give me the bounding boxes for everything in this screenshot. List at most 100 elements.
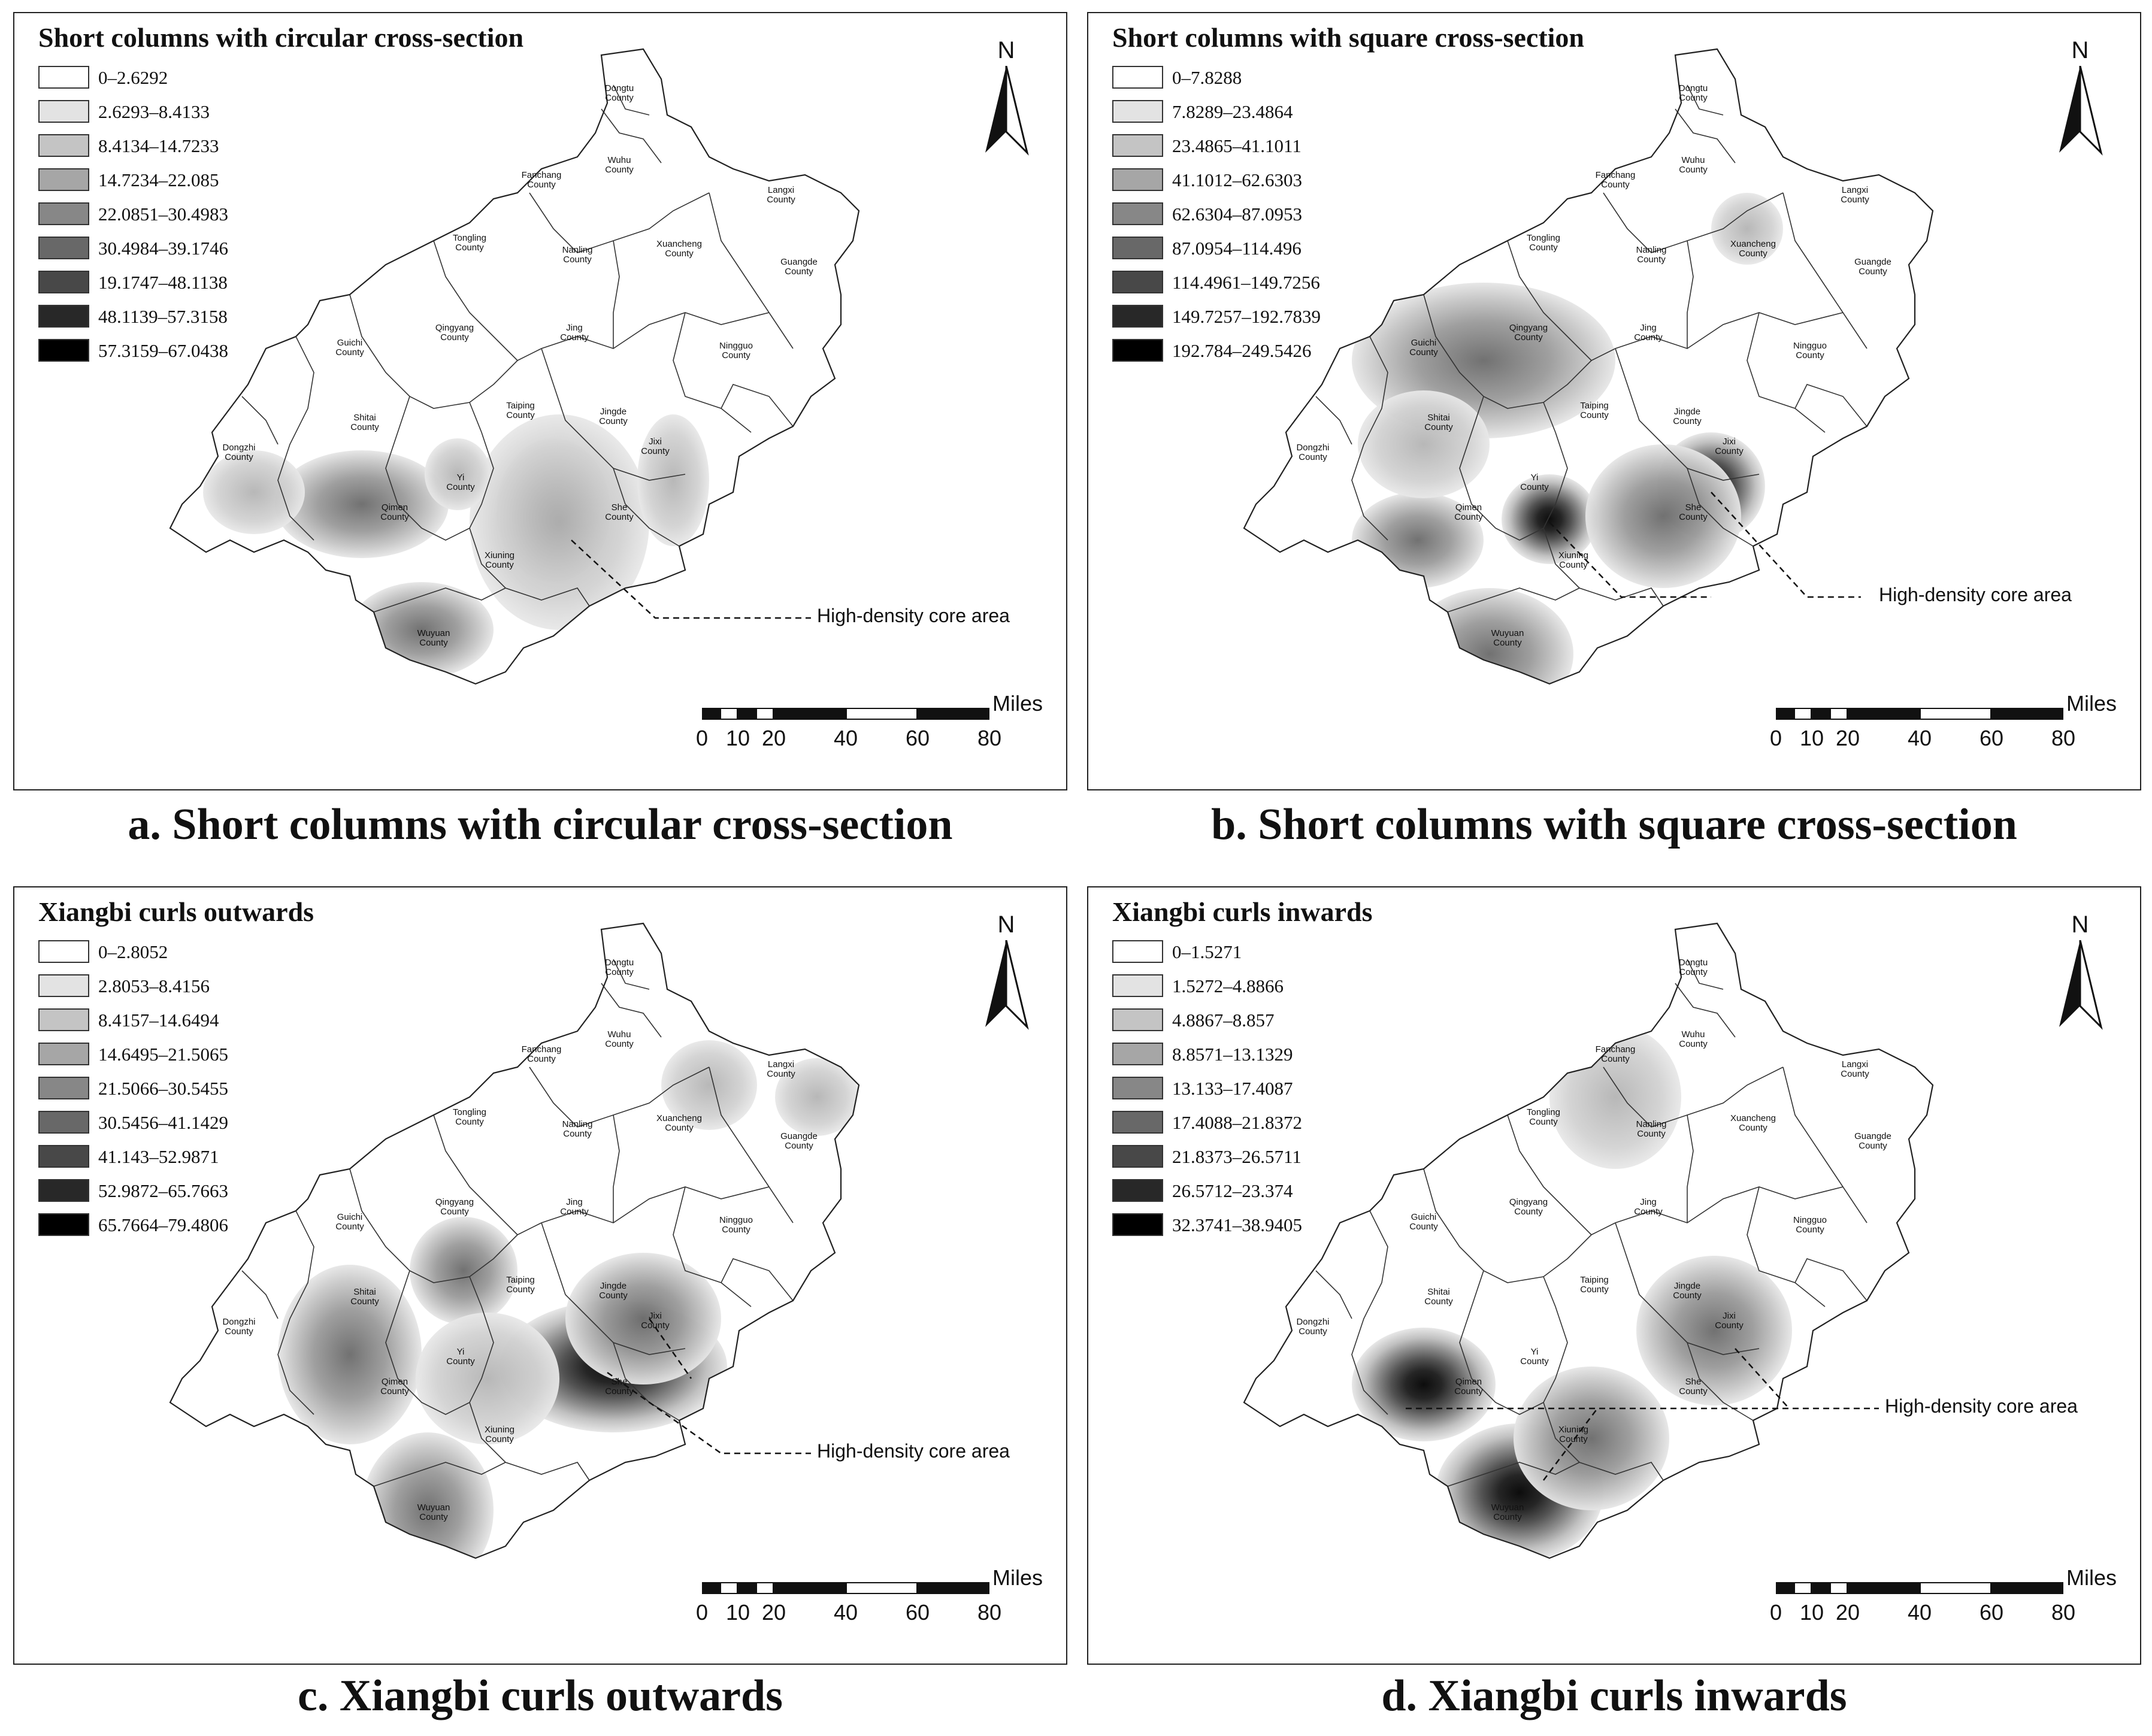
north-arrow-icon: N xyxy=(2056,911,2104,1030)
county-border xyxy=(1615,1186,1844,1223)
county-border xyxy=(721,1258,794,1301)
county-border xyxy=(709,192,794,349)
county-label: Langxi County xyxy=(767,1059,795,1079)
legend-label: 8.4157–14.6494 xyxy=(98,1010,219,1031)
legend-label: 0–2.8052 xyxy=(98,941,168,962)
county-label: Jixi County xyxy=(1715,1311,1744,1331)
core-area-leader-line xyxy=(607,1371,811,1455)
scale-tick-label: 10 xyxy=(725,726,750,750)
legend-label: 62.6304–87.0953 xyxy=(1172,204,1302,225)
legend-label: 14.7234–22.085 xyxy=(98,169,219,190)
county-border xyxy=(277,1210,314,1415)
panel-title: Short columns with circular cross-sectio… xyxy=(38,22,524,53)
map-panel-d: Dongtu County Wuhu County Fanchang County Lang… xyxy=(1087,886,2141,1665)
legend-label: 2.6293–8.4133 xyxy=(98,101,210,122)
county-label: Dongzhi County xyxy=(1296,443,1329,462)
county-border xyxy=(469,402,590,607)
county-label: Guichi County xyxy=(335,1212,364,1232)
scale-tick-label: 80 xyxy=(2051,726,2076,750)
region-outline xyxy=(169,922,860,1559)
county-label: Nanling County xyxy=(1636,245,1667,265)
density-hotspot xyxy=(275,450,449,558)
legend-swatch xyxy=(38,974,89,997)
county-label: Tongling County xyxy=(1527,1107,1560,1127)
county-label: Langxi County xyxy=(1841,185,1869,205)
county-label: Xiuning County xyxy=(1558,1425,1588,1444)
north-arrow-icon: N xyxy=(2056,37,2104,156)
legend-swatch xyxy=(38,1008,89,1031)
scale-tick-label: 80 xyxy=(977,1600,1002,1625)
county-label: Guangde County xyxy=(1854,257,1891,277)
legend-label: 4.8867–8.857 xyxy=(1172,1010,1275,1031)
county-border xyxy=(1687,1342,1754,1421)
study-region xyxy=(170,923,859,1558)
legend-swatch xyxy=(38,1111,89,1134)
county-border xyxy=(613,1342,680,1421)
county-label: Yi County xyxy=(446,472,475,492)
legend-swatch xyxy=(1112,1077,1163,1099)
county-border xyxy=(241,1270,279,1319)
county-label: Guichi County xyxy=(1409,1212,1438,1232)
north-letter: N xyxy=(997,911,1015,938)
legend-swatch xyxy=(1112,100,1163,123)
density-hotspot xyxy=(1502,474,1597,564)
density-hotspot xyxy=(1406,588,1573,684)
scale-tick-label: 0 xyxy=(1769,1600,1782,1625)
legend-label: 65.7664–79.4806 xyxy=(98,1214,228,1235)
legend-swatch xyxy=(38,339,89,362)
county-border xyxy=(433,240,542,361)
county-border xyxy=(1615,312,1844,349)
county-label: Guangde County xyxy=(780,257,818,277)
north-letter: N xyxy=(2071,911,2089,938)
county-label: Langxi County xyxy=(1841,1059,1869,1079)
legend-swatch xyxy=(1112,1179,1163,1202)
legend-swatch xyxy=(1112,1111,1163,1134)
scale-tick-label: 60 xyxy=(1979,1600,2004,1625)
legend-swatch xyxy=(1112,1043,1163,1065)
county-label: Ningguo County xyxy=(1793,341,1827,360)
scale-bar: Miles 0 10 20 40 60 80 xyxy=(1764,691,2123,762)
county-label: Taiping County xyxy=(1580,401,1609,420)
county-label: Tongling County xyxy=(453,1107,486,1127)
map-canvas: Dongtu County Wuhu County Fanchang County Lang… xyxy=(169,48,860,685)
legend-label: 149.7257–192.7839 xyxy=(1172,306,1321,327)
legend-swatch xyxy=(1112,339,1163,362)
legend-swatch xyxy=(38,1145,89,1168)
county-label: Dongzhi County xyxy=(1296,1317,1329,1337)
density-hotspot xyxy=(278,1265,422,1444)
county-border xyxy=(385,396,470,541)
scale-tick-label: 20 xyxy=(761,726,786,750)
county-label: Dongtu County xyxy=(1679,83,1708,103)
county-label: Yi County xyxy=(1520,1347,1549,1367)
legend-swatch xyxy=(1112,1145,1163,1168)
panel-title: Short columns with square cross-section xyxy=(1112,22,1584,53)
county-border xyxy=(613,240,620,349)
legend-swatch xyxy=(1112,168,1163,191)
core-area-label: High-density core area xyxy=(817,1440,1010,1462)
legend-label: 114.4961–149.7256 xyxy=(1172,272,1320,293)
county-label: Jingde County xyxy=(1673,1281,1702,1301)
county-border xyxy=(613,468,680,547)
county-border xyxy=(1794,1258,1868,1301)
county-border xyxy=(613,1114,620,1223)
core-area-leader-line xyxy=(1735,1348,1790,1409)
scale-tick-label: 10 xyxy=(1799,726,1824,750)
panel-title: Xiangbi curls outwards xyxy=(38,896,314,927)
county-border xyxy=(1423,1168,1592,1283)
county-label: Tongling County xyxy=(453,233,486,253)
caption-c: c. Xiangbi curls outwards xyxy=(298,1671,783,1720)
scale-tick-label: 40 xyxy=(833,726,858,750)
legend-label: 1.5272–4.8866 xyxy=(1172,975,1284,996)
density-hotspot xyxy=(1352,1328,1496,1441)
county-label: Shitai County xyxy=(350,1287,379,1307)
county-border xyxy=(541,348,686,481)
county-label: Qimen County xyxy=(1454,1377,1483,1396)
county-label: Ningguo County xyxy=(1793,1215,1827,1235)
county-border xyxy=(1782,1067,1868,1223)
scale-tick-label: 80 xyxy=(977,726,1002,750)
county-border xyxy=(1315,1270,1352,1319)
legend-swatch xyxy=(38,1043,89,1065)
county-label: Wuyuan County xyxy=(417,628,450,648)
county-border xyxy=(1447,1462,1580,1487)
region-outline xyxy=(169,48,860,685)
